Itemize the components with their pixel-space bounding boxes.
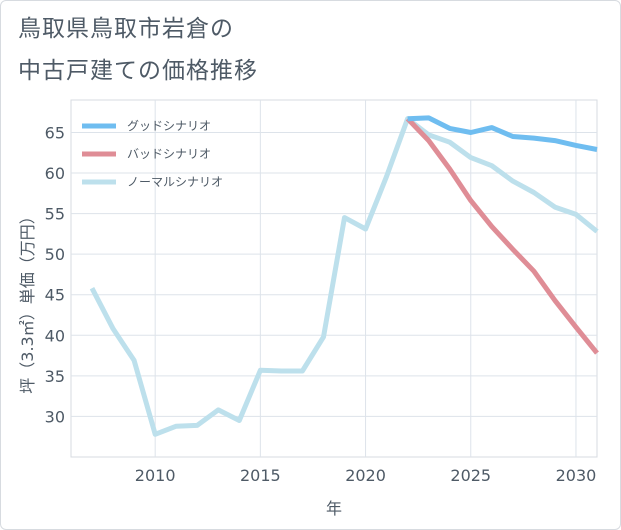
chart-title-line2: 中古戸建ての価格推移 [18, 58, 258, 84]
x-tick-label: 2030 [556, 466, 597, 485]
x-tick-label: 2010 [135, 466, 176, 485]
y-tick-label: 65 [45, 123, 65, 142]
legend-label: ノーマルシナリオ [127, 175, 223, 189]
y-tick-label: 45 [45, 286, 65, 305]
chart-title-line1: 鳥取県鳥取市岩倉の [18, 16, 234, 42]
grid-lines [71, 100, 597, 457]
x-axis-label: 年 [326, 499, 342, 518]
series-line-normal [89, 116, 599, 437]
y-tick-label: 30 [45, 407, 65, 426]
y-tick-labels: 30 35 40 45 50 55 60 65 [45, 123, 65, 426]
x-tick-labels: 2010 2015 2020 2025 2030 [135, 466, 597, 485]
series-line-bad [405, 116, 599, 355]
series-lines [89, 115, 599, 437]
x-tick-label: 2015 [240, 466, 281, 485]
y-tick-label: 60 [45, 164, 65, 183]
legend-item-bad: バッドシナリオ [82, 147, 211, 161]
legend-label: グッドシナリオ [127, 119, 211, 133]
legend-item-normal: ノーマルシナリオ [82, 175, 223, 189]
legend-label: バッドシナリオ [127, 147, 211, 161]
y-tick-label: 55 [45, 205, 65, 224]
y-axis-label: 坪（3.3㎡）単価（万円） [18, 208, 37, 393]
x-tick-label: 2025 [450, 466, 491, 485]
x-tick-label: 2020 [345, 466, 386, 485]
y-tick-label: 40 [45, 326, 65, 345]
y-tick-label: 50 [45, 245, 65, 264]
legend-item-good: グッドシナリオ [82, 119, 211, 133]
y-tick-label: 35 [45, 367, 65, 386]
series-line-good [407, 115, 598, 152]
